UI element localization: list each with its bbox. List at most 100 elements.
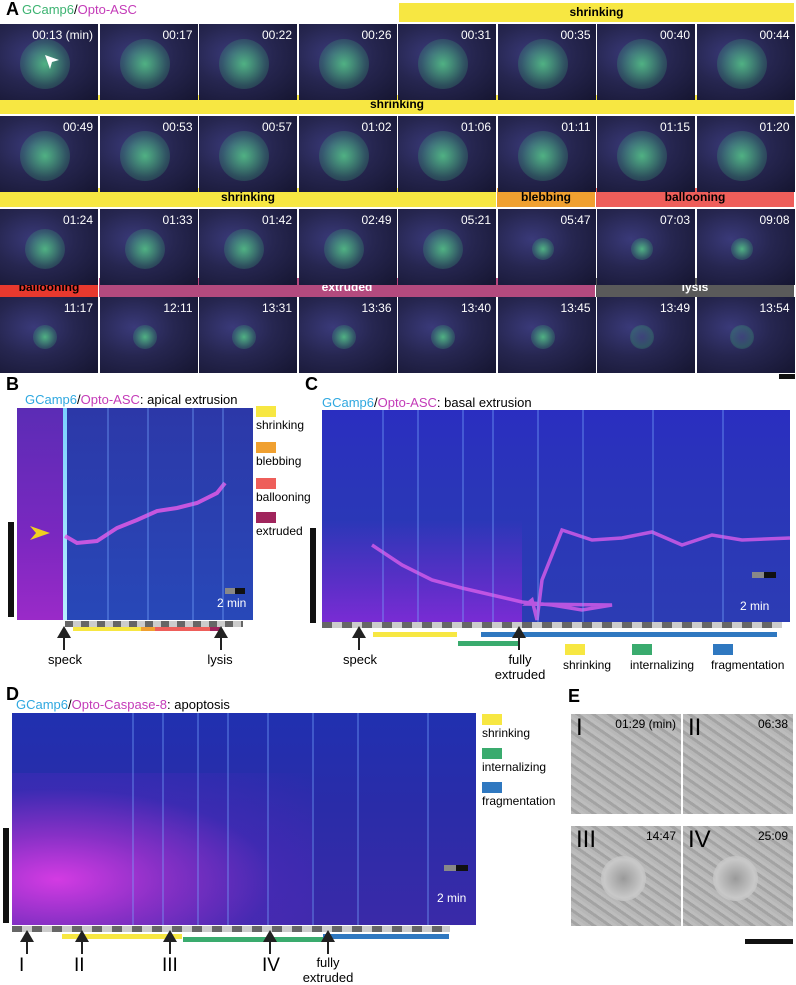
- legend-label: blebbing: [256, 454, 302, 468]
- panel-e-letter: E: [568, 686, 581, 706]
- frame-timestamp: 01:20: [759, 120, 790, 134]
- legend-label: fragmentation: [482, 794, 556, 808]
- panel-a-frame: 00:57: [199, 116, 297, 192]
- panel-b-speck-label: speck: [48, 652, 82, 667]
- panel-a-frame: 11:17: [0, 297, 98, 373]
- frame-timestamp: 05:47: [560, 213, 591, 227]
- panel-a-frame: 13:31: [199, 297, 297, 373]
- legend-label: fragmentation: [711, 658, 785, 672]
- frame-timestamp: 13:40: [460, 301, 491, 315]
- panel-c-kymograph: 2 min: [322, 410, 790, 622]
- frame-roman-label: III: [576, 826, 597, 853]
- frame-roman-label: II: [688, 714, 702, 741]
- legend-label: shrinking: [256, 418, 305, 432]
- panel-c-extruded-label: fully extruded: [494, 652, 546, 682]
- panel-a-frame: 01:42: [199, 209, 297, 285]
- panel-b-lysis-arrow: [214, 626, 228, 638]
- panel-a-frame: 00:40: [597, 24, 695, 100]
- panel-a-frame: 13:49: [597, 297, 695, 373]
- timeline-arrow: [263, 930, 277, 942]
- frame-timestamp: 02:49: [361, 213, 392, 227]
- panel-c-title: GCamp6/Opto-ASC: basal extrusion: [322, 395, 532, 410]
- panel-c-phase-shrinking: [373, 632, 457, 637]
- panel-d-vertical-scale: [3, 828, 9, 923]
- frame-timestamp: 09:08: [759, 213, 790, 227]
- panel-a-frame: 00:22: [199, 24, 297, 100]
- panel-d-time-bar: [12, 926, 450, 932]
- frame-timestamp: 01:33: [162, 213, 193, 227]
- row2-bar-shrinking: shrinking: [0, 95, 794, 114]
- panel-b-title: GCamp6/Opto-ASC: apical extrusion: [25, 392, 238, 407]
- panel-d-phase-shrinking: [62, 934, 182, 939]
- panel-d-title: GCamp6/Opto-Caspase-8: apoptosis: [16, 697, 230, 712]
- panel-b-speck-trace: [63, 481, 227, 546]
- timeline-arrow: [163, 930, 177, 942]
- frame-timestamp: 13:36: [361, 301, 392, 315]
- legend-swatch: [256, 406, 276, 417]
- row3-bar-shrinking: shrinking: [0, 188, 496, 207]
- frame-timestamp: 01:42: [261, 213, 292, 227]
- panel-a-frame: 13:36: [298, 297, 397, 373]
- panel-b-letter: B: [6, 374, 19, 394]
- panel-c-phase-internalizing: [458, 641, 520, 646]
- legend-swatch: [256, 442, 276, 453]
- legend-swatch: [713, 644, 733, 655]
- frame-timestamp: 00:40: [659, 28, 690, 42]
- panel-b-lysis-label: lysis: [207, 652, 233, 667]
- panel-a-frame: 02:49: [298, 209, 397, 285]
- panel-a-frame: 13:54: [696, 297, 795, 373]
- legend-swatch: [632, 644, 652, 655]
- panel-d-phase-internalizing: [183, 937, 323, 942]
- legend-label: shrinking: [563, 658, 612, 672]
- panel-a-frame: 00:44: [696, 24, 795, 100]
- frame-timestamp: 00:17: [162, 28, 193, 42]
- frame-timestamp: 00:49: [62, 120, 93, 134]
- frame-timestamp: 00:31: [460, 28, 491, 42]
- timeline-arrow-label: fully extruded: [302, 955, 354, 985]
- frame-timestamp: 14:47: [645, 829, 676, 843]
- legend-swatch: [565, 644, 585, 655]
- panel-b-vertical-scale: [8, 522, 14, 617]
- panel-a-frame: 00:35: [497, 24, 596, 100]
- frame-timestamp: 01:11: [561, 120, 591, 134]
- panel-a-scale-bar: [779, 374, 795, 379]
- frame-timestamp: 00:44: [759, 28, 790, 42]
- panel-a-frame: 12:11: [99, 297, 198, 373]
- white-arrowhead-icon: [45, 55, 59, 69]
- frame-timestamp: 01:15: [659, 120, 690, 134]
- panel-a-frame: 07:03: [597, 209, 695, 285]
- panel-a-frame: 01:33: [99, 209, 198, 285]
- panel-a-frame: 00:31: [398, 24, 496, 100]
- panel-c-speck-trace: [371, 527, 790, 621]
- panel-c-time-bar: [322, 622, 782, 628]
- panel-b-speck-arrow: [57, 626, 71, 638]
- legend-swatch: [256, 512, 276, 523]
- frame-timestamp: 00:35: [560, 28, 591, 42]
- panel-a-title: GCamp6/Opto-ASC: [22, 2, 137, 17]
- brightfield-frame: II 06:38: [683, 714, 793, 814]
- panel-c-phase-fragmentation: [481, 632, 777, 637]
- panel-d-kymograph: 2 min: [12, 713, 476, 925]
- panel-a-frame: 01:06: [398, 116, 496, 192]
- frame-timestamp: 00:26: [361, 28, 392, 42]
- legend-label: internalizing: [482, 760, 547, 774]
- panel-a-frame: 13:45: [497, 297, 596, 373]
- panel-a-frame: 00:26: [298, 24, 397, 100]
- frame-timestamp: 01:29 (min): [615, 717, 676, 731]
- brightfield-frame: IV 25:09: [683, 826, 793, 926]
- panel-d-scale-label: 2 min: [437, 891, 467, 905]
- panel-c-scale-label: 2 min: [740, 599, 770, 613]
- panel-a-frame: 01:24: [0, 209, 98, 285]
- frame-timestamp: 01:24: [62, 213, 93, 227]
- timeline-arrow: [75, 930, 89, 942]
- frame-timestamp: 00:57: [261, 120, 292, 134]
- legend-swatch: [482, 782, 502, 793]
- frame-timestamp: 00:53: [162, 120, 193, 134]
- panel-b-kymograph: 2 min: [17, 408, 253, 620]
- panel-a-frame: 01:02: [298, 116, 397, 192]
- panel-c-vertical-scale: [310, 528, 316, 623]
- frame-roman-label: IV: [688, 826, 711, 853]
- frame-timestamp: 06:38: [757, 717, 788, 731]
- panel-b-phase-ballooning: [155, 627, 210, 631]
- panel-a-letter: A: [6, 0, 19, 19]
